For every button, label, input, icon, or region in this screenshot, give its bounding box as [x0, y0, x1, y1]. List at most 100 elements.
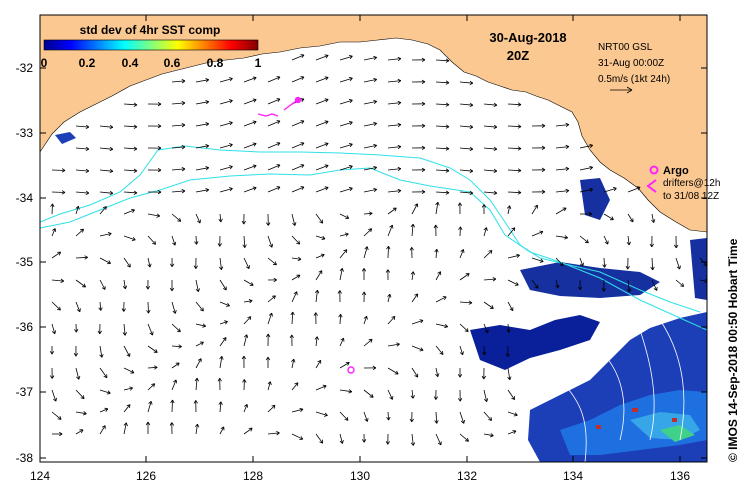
current-arrow — [363, 123, 377, 127]
current-arrow-head — [409, 247, 414, 251]
current-arrow — [291, 433, 303, 440]
current-arrow — [171, 213, 182, 222]
current-arrow-head — [177, 217, 182, 222]
current-arrow-head — [205, 188, 210, 193]
current-arrow-head — [565, 166, 570, 172]
current-arrow — [219, 337, 227, 347]
current-arrow-head — [99, 354, 104, 358]
current-arrow-head — [172, 241, 177, 246]
current-arrow — [315, 99, 329, 105]
current-arrow-head — [397, 144, 402, 150]
current-arrow-head — [126, 404, 131, 409]
current-arrow-head — [314, 336, 319, 340]
current-arrow-head — [517, 146, 522, 151]
current-arrow-head — [107, 232, 112, 237]
current-arrow-head — [489, 433, 494, 438]
current-arrow-head — [300, 76, 305, 81]
current-arrow-head — [321, 235, 326, 240]
current-arrow — [147, 345, 158, 353]
current-arrow — [435, 249, 438, 259]
current-arrow-head — [459, 351, 464, 356]
current-arrow — [603, 257, 605, 268]
current-arrow-head — [492, 277, 497, 282]
current-arrow — [99, 367, 108, 378]
current-arrow-head — [109, 190, 114, 196]
current-arrow-head — [276, 98, 281, 103]
current-arrow-head — [676, 265, 681, 270]
current-arrow — [363, 246, 368, 259]
current-arrow — [363, 189, 377, 193]
lon-label: 126 — [136, 469, 156, 483]
current-arrow-head — [82, 411, 87, 416]
current-arrow — [435, 433, 442, 446]
current-arrow-head — [199, 341, 204, 346]
map-time: 20Z — [507, 48, 529, 63]
current-arrow-head — [541, 167, 546, 172]
current-arrow-head — [202, 323, 206, 328]
current-arrow — [75, 389, 85, 399]
current-arrow-head — [241, 355, 247, 360]
current-arrow-head — [409, 418, 414, 423]
current-arrow — [411, 293, 419, 303]
current-arrow-head — [445, 146, 450, 151]
current-arrow — [243, 404, 248, 413]
current-arrow — [291, 382, 299, 391]
current-arrow-head — [397, 122, 402, 128]
current-arrow-head — [129, 386, 133, 391]
current-arrow-head — [421, 101, 426, 107]
current-arrow — [291, 76, 305, 83]
current-arrow-head — [249, 282, 254, 286]
current-arrow — [171, 124, 186, 127]
colorbar-tick: 0 — [41, 56, 48, 70]
current-arrow — [315, 213, 324, 224]
current-arrow-head — [98, 307, 103, 311]
current-arrow — [195, 213, 201, 224]
current-arrow — [99, 345, 103, 358]
current-arrow-head — [318, 270, 323, 275]
current-arrow-head — [226, 302, 230, 307]
current-arrow-head — [397, 188, 402, 194]
current-arrow-head — [445, 168, 450, 173]
current-arrow — [243, 279, 254, 286]
current-arrow-head — [294, 382, 299, 387]
current-arrow — [651, 279, 658, 291]
current-arrow — [435, 59, 450, 62]
current-arrow-head — [435, 201, 440, 206]
current-arrow — [483, 125, 497, 128]
current-arrow — [555, 235, 568, 239]
current-arrow — [507, 125, 522, 128]
current-arrow-head — [106, 390, 111, 395]
current-arrow-head — [194, 241, 199, 245]
current-arrow — [291, 164, 305, 171]
current-arrow-head — [292, 222, 297, 226]
current-arrow-head — [414, 203, 419, 208]
current-arrow-head — [296, 274, 301, 279]
current-arrow-head — [445, 124, 450, 129]
current-arrow-head — [555, 284, 560, 289]
current-arrow-head — [322, 384, 327, 389]
current-arrow-head — [313, 312, 318, 316]
current-arrow — [435, 191, 450, 194]
current-arrow-head — [397, 78, 402, 84]
current-arrow-head — [49, 350, 55, 355]
current-arrow — [123, 367, 135, 374]
current-arrow — [123, 169, 138, 172]
current-arrow — [147, 383, 155, 391]
current-arrow-head — [205, 122, 210, 127]
current-arrow — [387, 389, 393, 400]
current-arrow — [243, 300, 253, 303]
current-arrow-head — [348, 187, 353, 192]
current-arrow-head — [193, 400, 198, 404]
axis-ticks — [39, 15, 707, 462]
current-arrow — [51, 389, 57, 402]
current-arrow-head — [252, 120, 257, 125]
current-arrow — [315, 77, 329, 83]
current-arrow-head — [565, 122, 570, 128]
current-arrow — [555, 146, 569, 149]
current-arrow-head — [291, 358, 296, 363]
current-arrow — [99, 125, 113, 128]
current-arrow — [315, 290, 318, 303]
current-arrow-head — [442, 296, 447, 301]
current-arrow-head — [507, 205, 512, 210]
